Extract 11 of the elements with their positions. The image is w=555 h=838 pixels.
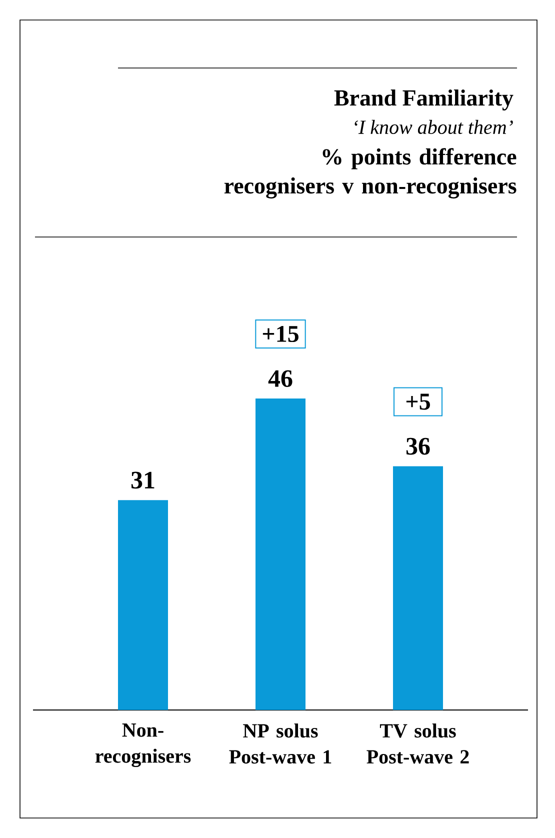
data-label: 31 [131,472,154,489]
annotation: +15 [262,326,298,342]
x-tick-label: NP solus Post-wave 1 [229,724,332,764]
data-label: 46 [268,370,292,388]
text: % points difference recognisers v non-recognisers [224,148,516,198]
x-tick-label: Non-recognisers [95,724,191,768]
x-tick-label: TV solus Post-wave 2 [366,724,469,764]
chart-subtitle: ‘I know about them’ [354,120,513,134]
chart-title: Brand Familiarity [334,90,514,110]
annotation: +5 [406,394,430,410]
data-label: 36 [406,438,430,455]
